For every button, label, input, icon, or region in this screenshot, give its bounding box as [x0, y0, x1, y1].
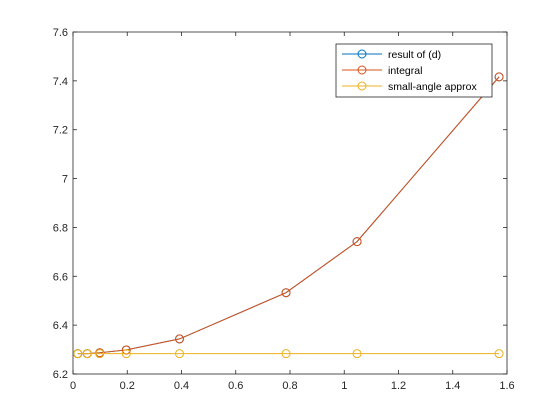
x-tick-label: 0.6: [228, 380, 243, 392]
legend-label: result of (d): [388, 49, 441, 61]
x-tick-label: 1.2: [391, 380, 406, 392]
x-tick-label: 1.4: [445, 380, 460, 392]
x-tick-label: 0: [70, 380, 76, 392]
y-tick-label: 7.6: [53, 27, 68, 39]
y-tick-label: 7.2: [53, 125, 68, 137]
y-tick-label: 6.2: [53, 369, 68, 381]
y-tick-label: 6.4: [53, 320, 68, 332]
legend-label: small-angle approx: [388, 81, 477, 93]
legend: result of (d) integral small-angle approx: [336, 44, 492, 97]
x-tick-label: 0.2: [120, 380, 135, 392]
y-tick-label: 7: [62, 174, 68, 186]
y-tick-label: 6.6: [53, 271, 68, 283]
x-tick-label: 0.4: [174, 380, 189, 392]
x-tick-label: 1.6: [499, 380, 514, 392]
y-tick-label: 6.8: [53, 222, 68, 234]
x-tick-label: 0.8: [282, 380, 297, 392]
legend-label: integral: [388, 65, 422, 77]
y-tick-label: 7.4: [53, 76, 68, 88]
x-tick-label: 1: [341, 380, 347, 392]
